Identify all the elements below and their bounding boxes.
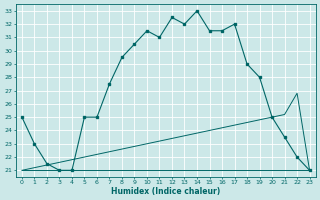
X-axis label: Humidex (Indice chaleur): Humidex (Indice chaleur): [111, 187, 220, 196]
